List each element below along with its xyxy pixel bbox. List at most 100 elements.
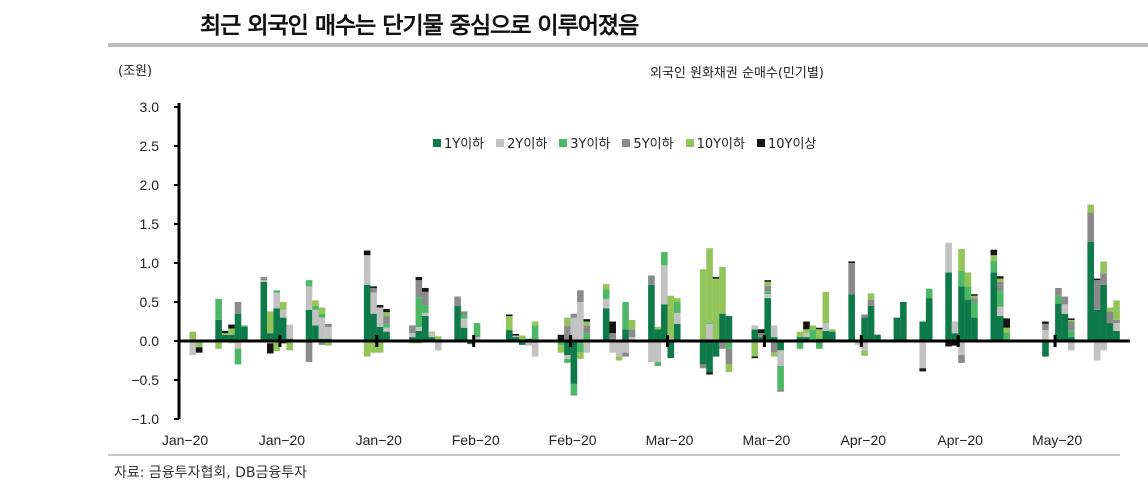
bar-segment-2-day-28 [363, 255, 371, 285]
bar-segment-2-day-118 [945, 242, 952, 273]
legend-item: 5Y이하 [622, 133, 674, 152]
bar-segment-1-day-99 [822, 330, 830, 341]
bar-segment-5-day-142 [1100, 261, 1107, 274]
bar-segment-5-day-69 [628, 319, 636, 330]
legend-swatch [559, 138, 568, 147]
bar-segment-1-day-89 [757, 337, 765, 341]
bar-segment-5-day-15 [279, 302, 287, 310]
bar-segment-2-day-19 [305, 286, 313, 310]
bar-segment-1-day-95 [796, 337, 804, 341]
bar-segment-1-day-141 [1093, 309, 1101, 341]
bar-segment-4-day-35 [409, 325, 416, 334]
bar-segment-1-day-73 [654, 329, 662, 341]
bar-segment-3-day-92 [777, 365, 784, 390]
y-axis-unit: (조원) [118, 64, 153, 79]
bar-segment-4-day-142 [1100, 273, 1107, 285]
bar-segment-3-day-37 [422, 305, 429, 313]
bar-segment-2-day-12 [260, 280, 268, 282]
bar-segment-3-day-125 [990, 260, 998, 273]
bar-segment-3-day-68 [622, 302, 629, 330]
bar-segment-6-day-98 [816, 327, 823, 330]
bar-segment-5-day-13 [266, 311, 274, 334]
legend-swatch [622, 138, 631, 147]
bar-segment-5-day-75 [667, 295, 675, 339]
bar-segment-5-day-62 [583, 321, 591, 326]
footer-divider [108, 454, 1120, 456]
bar-segment-1-day-5 [215, 319, 222, 341]
bar-segment-4-day-106 [867, 299, 875, 306]
bar-segment-1-day-29 [370, 313, 377, 341]
bar-segment-4-day-62 [583, 325, 591, 334]
bar-segment-5-day-84 [725, 364, 733, 373]
x-tick-label: Jan−20 [259, 432, 306, 448]
bar-segment-1-day-31 [383, 331, 390, 341]
bar-segment-2-day-67 [615, 341, 623, 357]
bar-segment-1-day-118 [945, 272, 952, 341]
bar-segment-5-day-2 [195, 341, 203, 348]
bar-segment-1-day-38 [428, 337, 436, 341]
bar-segment-2-day-38 [428, 333, 436, 338]
source-note: 자료: 금융투자협회, DB금융투자 [114, 465, 308, 481]
x-tick-label: Feb−20 [549, 432, 597, 448]
bar-segment-1-day-52 [518, 341, 526, 345]
legend-label: 10Y이하 [696, 137, 745, 152]
bar-segment-2-day-29 [370, 292, 377, 314]
bar-segment-5-day-6 [221, 333, 229, 335]
bar-segment-6-day-36 [415, 277, 423, 281]
bar-segment-1-day-96 [803, 337, 810, 341]
bar-segment-1-day-51 [512, 337, 520, 341]
bar-segment-5-day-126 [996, 278, 1004, 282]
bar-segment-4-day-90 [764, 285, 771, 292]
bar-segment-5-day-106 [867, 293, 875, 300]
chart-title: 외국인 원화채권 순매수(민기별) [650, 66, 824, 81]
bar-segment-1-day-111 [900, 302, 907, 341]
bar-segment-4-day-143 [1106, 311, 1114, 324]
bar-segment-5-day-54 [531, 321, 539, 326]
bar-segment-5-day-120 [958, 248, 965, 271]
bar-segment-6-day-50 [506, 314, 513, 317]
bar-segment-6-day-13 [266, 343, 274, 354]
bar-segment-5-day-137 [1068, 319, 1075, 322]
bar-segment-4-day-61 [577, 290, 584, 302]
bar-segment-4-day-91 [770, 341, 778, 353]
bar-segment-6-day-30 [376, 305, 384, 308]
bar-segment-4-day-133 [1042, 323, 1049, 331]
bar-segment-1-day-37 [422, 316, 429, 341]
bar-segment-6-day-2 [195, 347, 203, 353]
bar-segment-1-day-44 [467, 341, 474, 345]
bar-segment-5-day-30 [376, 341, 384, 353]
bar-segment-3-day-9 [241, 325, 248, 327]
legend-item: 3Y이하 [559, 133, 610, 152]
bar-segment-1-day-13 [266, 333, 274, 341]
bar-segment-3-day-19 [305, 280, 313, 287]
bar-segment-2-day-104 [854, 341, 862, 345]
bar-segment-3-day-98 [816, 341, 823, 349]
bar-segment-2-day-43 [460, 318, 468, 328]
bar-segment-2-day-35 [409, 333, 416, 338]
bar-segment-1-day-68 [622, 329, 629, 341]
bar-segment-2-day-69 [628, 337, 636, 341]
bar-segment-2-day-16 [286, 324, 293, 339]
bar-segment-5-day-80 [699, 269, 707, 341]
bar-segment-2-day-61 [577, 302, 584, 341]
bar-segment-2-day-120 [958, 341, 965, 356]
bar-segment-2-day-91 [770, 325, 778, 338]
bar-segment-4-day-137 [1068, 321, 1075, 331]
bar-segment-5-day-95 [796, 331, 804, 338]
legend-swatch [685, 138, 694, 147]
bar-segment-1-day-122 [971, 317, 978, 341]
legend-swatch [433, 138, 441, 147]
bar-segment-6-day-82 [712, 277, 720, 279]
bar-segment-3-day-62 [583, 333, 591, 341]
bar-segment-3-day-61 [577, 341, 584, 353]
x-tick-label: Jan−20 [356, 432, 403, 448]
bar-segment-1-day-105 [861, 317, 868, 341]
legend-swatch [496, 138, 505, 147]
bar-segment-3-day-65 [602, 289, 610, 299]
bar-segment-4-day-84 [725, 348, 733, 365]
bar-segment-2-day-92 [777, 350, 784, 366]
bar-segment-2-day-99 [822, 323, 830, 331]
bar-segment-4-day-141 [1093, 280, 1101, 310]
y-tick-label: −1.0 [131, 411, 159, 427]
bar-segment-5-day-81 [706, 248, 713, 323]
